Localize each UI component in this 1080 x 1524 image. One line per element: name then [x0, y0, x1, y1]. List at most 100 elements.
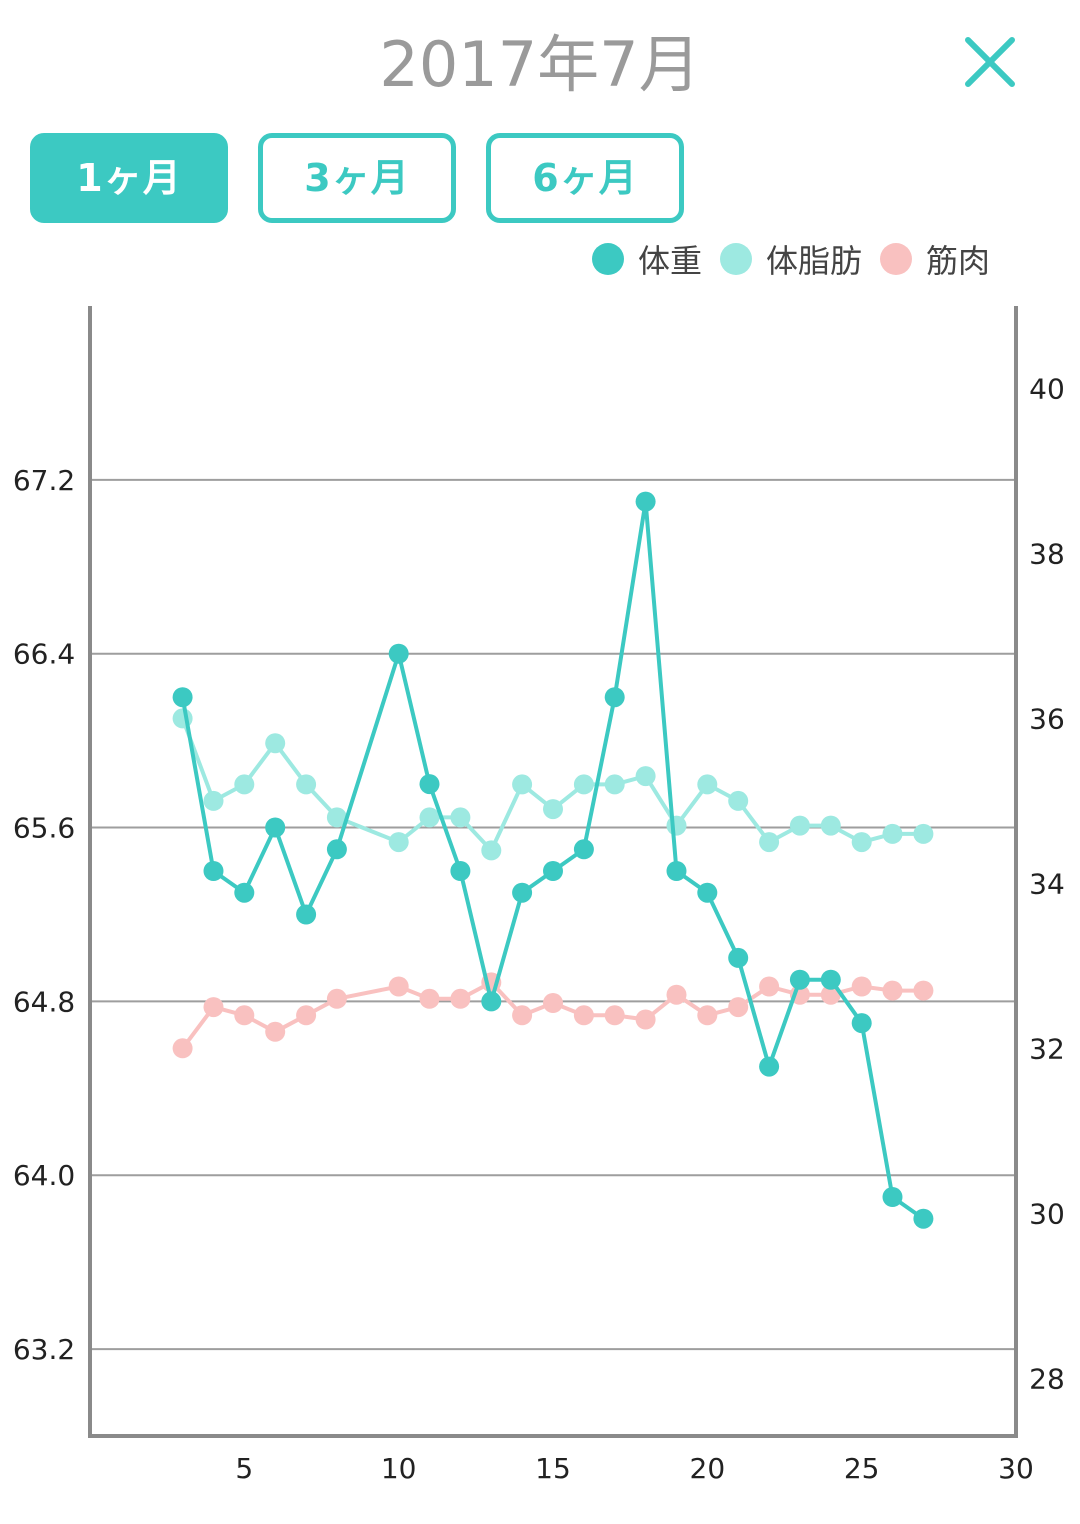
data-point-weight — [481, 991, 502, 1012]
left-axis-tick-label: 63.2 — [13, 1333, 75, 1366]
series-line-muscle — [181, 980, 924, 1050]
data-point-weight — [635, 491, 656, 512]
data-point-body-fat — [728, 790, 749, 811]
data-point-body-fat — [604, 774, 625, 795]
data-point-body-fat — [759, 832, 780, 853]
legend-item-muscle: 筋肉 — [879, 236, 990, 282]
data-point-body-fat — [481, 840, 502, 861]
data-point-body-fat — [419, 807, 440, 828]
data-point-muscle — [604, 1005, 625, 1026]
data-point-weight — [543, 861, 563, 881]
data-point-body-fat — [697, 774, 718, 795]
data-point-weight — [450, 861, 471, 881]
tab-3-months[interactable]: 3ヶ月 — [258, 133, 456, 223]
data-point-weight — [388, 643, 409, 664]
right-axis-tick-label: 32 — [1029, 1032, 1065, 1065]
data-point-weight — [265, 817, 286, 838]
data-point-body-fat — [543, 799, 563, 820]
data-point-body-fat — [820, 815, 841, 836]
data-point-weight — [573, 839, 594, 860]
data-point-muscle — [265, 1021, 286, 1042]
data-point-body-fat — [265, 733, 286, 754]
data-point-muscle — [851, 976, 872, 997]
legend-dot-body-fat — [719, 243, 752, 275]
data-point-muscle — [296, 1005, 317, 1026]
data-point-muscle — [882, 980, 903, 1001]
right-axis-tick-label: 36 — [1029, 702, 1065, 735]
data-point-weight — [759, 1056, 780, 1077]
legend-dot-weight — [591, 243, 624, 275]
right-axis-tick-label: 34 — [1029, 867, 1065, 900]
data-point-muscle — [512, 1005, 533, 1026]
data-point-body-fat — [326, 807, 347, 828]
legend-label-body-fat: 体脂肪 — [765, 242, 862, 280]
x-axis-tick-label: 25 — [844, 1452, 880, 1485]
x-axis-tick-label: 20 — [690, 1452, 726, 1485]
data-point-muscle — [666, 984, 687, 1005]
x-axis-tick-label: 5 — [235, 1452, 253, 1485]
right-axis-tick-label: 38 — [1029, 537, 1065, 570]
data-point-weight — [820, 969, 841, 990]
right-axis-tick-label: 28 — [1029, 1362, 1065, 1395]
data-point-muscle — [203, 997, 224, 1018]
left-axis-tick-label: 66.4 — [13, 638, 75, 671]
data-point-muscle — [635, 1009, 656, 1030]
data-point-weight — [419, 774, 440, 795]
data-point-muscle — [913, 980, 934, 1001]
data-point-weight — [326, 839, 347, 860]
data-point-weight — [789, 969, 810, 990]
data-point-muscle — [450, 988, 471, 1009]
data-point-muscle — [326, 988, 347, 1009]
x-axis-tick-label: 15 — [535, 1452, 571, 1485]
data-point-body-fat — [512, 774, 533, 795]
data-point-body-fat — [666, 815, 687, 836]
data-point-muscle — [728, 997, 749, 1018]
data-point-muscle — [573, 1005, 594, 1026]
data-point-body-fat — [789, 815, 810, 836]
data-point-body-fat — [296, 774, 317, 795]
data-point-muscle — [759, 976, 780, 997]
data-point-weight — [697, 882, 718, 903]
data-point-muscle — [234, 1005, 255, 1026]
data-point-body-fat — [635, 766, 656, 787]
data-point-weight — [666, 861, 687, 881]
data-point-weight — [296, 904, 317, 925]
data-point-weight — [203, 861, 224, 881]
data-point-weight — [851, 1013, 872, 1034]
data-point-body-fat — [851, 832, 872, 853]
data-point-body-fat — [573, 774, 594, 795]
data-point-weight — [172, 687, 193, 708]
right-axis-tick-label: 40 — [1029, 372, 1065, 405]
x-axis-tick-label: 30 — [998, 1452, 1034, 1485]
data-point-body-fat — [882, 823, 903, 844]
legend-dot-muscle — [879, 243, 912, 275]
tab-6-months[interactable]: 6ヶ月 — [486, 133, 684, 223]
left-axis-tick-label: 64.0 — [13, 1159, 75, 1192]
data-point-muscle — [697, 1005, 718, 1026]
data-point-body-fat — [234, 774, 255, 795]
data-point-body-fat — [388, 832, 409, 853]
right-axis-tick-label: 30 — [1029, 1197, 1065, 1230]
data-point-muscle — [172, 1038, 193, 1059]
data-point-weight — [604, 687, 625, 708]
legend-item-body-fat: 体脂肪 — [719, 236, 862, 282]
data-point-weight — [882, 1187, 903, 1207]
left-axis-tick-label: 67.2 — [13, 464, 75, 497]
data-point-body-fat — [450, 807, 471, 828]
tab-1-month[interactable]: 1ヶ月 — [30, 133, 228, 223]
data-point-muscle — [419, 988, 440, 1009]
legend-label-weight: 体重 — [637, 242, 702, 280]
left-axis-tick-label: 64.8 — [13, 985, 75, 1018]
data-point-body-fat — [203, 790, 224, 811]
legend-item-weight: 体重 — [591, 236, 702, 282]
data-point-weight — [234, 882, 255, 903]
series-line-weight — [180, 499, 925, 1221]
legend-label-muscle: 筋肉 — [925, 242, 990, 280]
data-point-muscle — [543, 993, 563, 1013]
page-title: 2017年7月 — [379, 28, 701, 101]
x-axis-tick-label: 10 — [381, 1452, 417, 1485]
close-button[interactable] — [960, 32, 1020, 92]
data-point-weight — [512, 882, 533, 903]
data-point-weight — [728, 947, 749, 968]
